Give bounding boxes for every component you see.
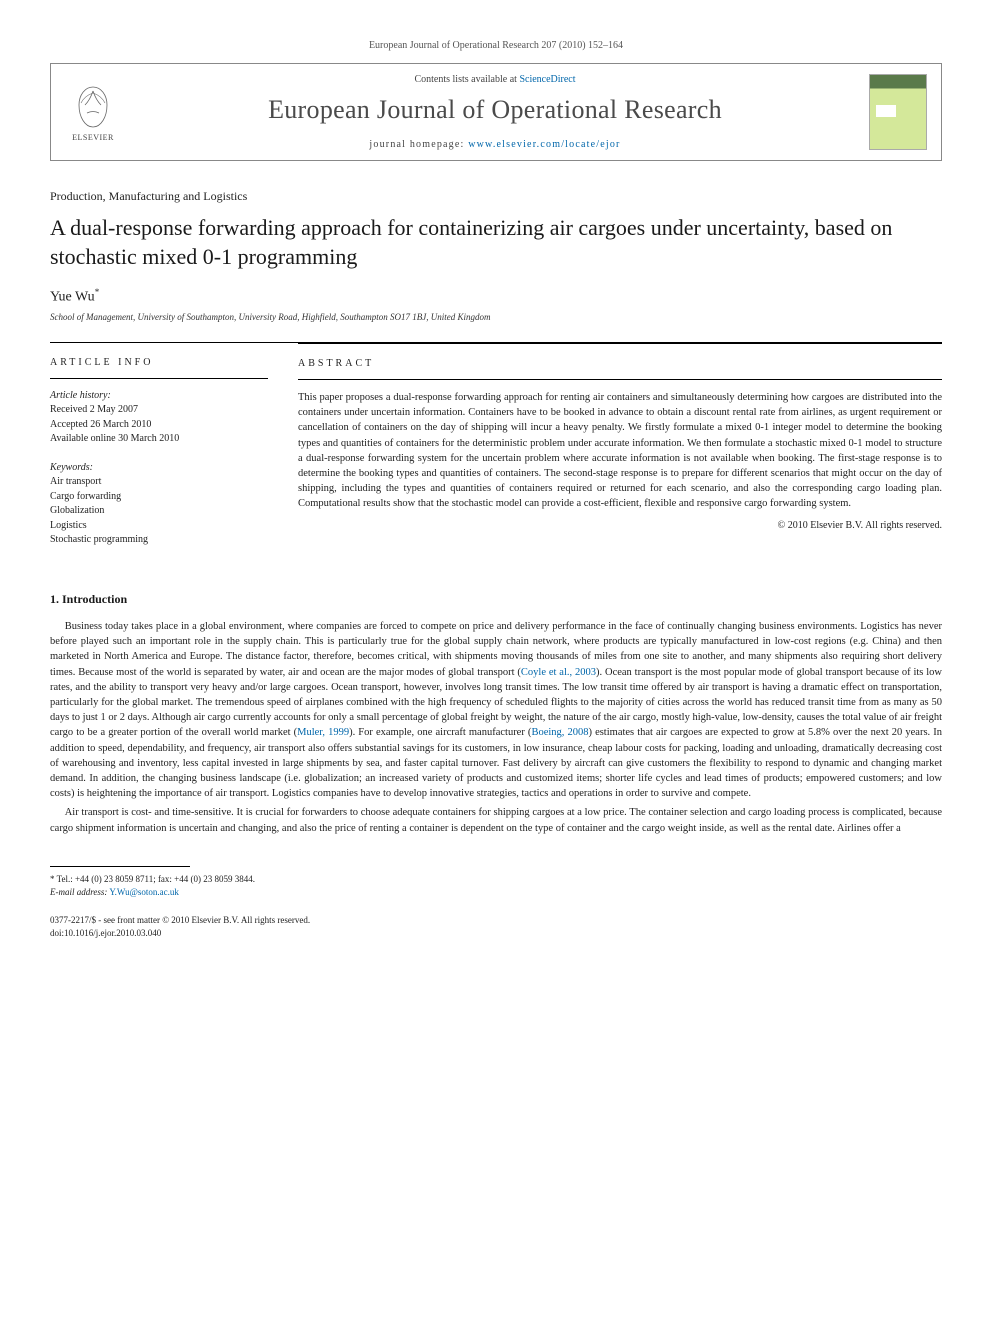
keyword: Logistics [50,519,268,534]
abstract-head: ABSTRACT [298,358,942,380]
footnote-tel: * Tel.: +44 (0) 23 8059 8711; fax: +44 (… [50,873,942,886]
journal-cover-thumbnail [869,74,927,150]
footnote-email-link[interactable]: Y.Wu@soton.ac.uk [109,887,179,897]
article-title: A dual-response forwarding approach for … [50,214,942,271]
body-paragraph-1: Business today takes place in a global e… [50,619,942,802]
author-name: Yue Wu* [50,287,942,306]
keyword: Cargo forwarding [50,490,268,505]
journal-header-box: ELSEVIER Contents lists available at Sci… [50,63,942,161]
keywords-block: Keywords: Air transport Cargo forwarding… [50,461,268,548]
keyword: Air transport [50,475,268,490]
journal-header-center: Contents lists available at ScienceDirec… [121,74,869,150]
info-abstract-row: ARTICLE INFO Article history: Received 2… [50,342,942,562]
citation-link[interactable]: Coyle et al., 2003 [521,667,596,678]
corresponding-author-footnote: * Tel.: +44 (0) 23 8059 8711; fax: +44 (… [50,873,942,898]
journal-title: European Journal of Operational Research [121,95,869,125]
doi-block: 0377-2217/$ - see front matter © 2010 El… [50,914,942,939]
contents-prefix: Contents lists available at [414,74,519,85]
keyword: Stochastic programming [50,533,268,548]
body-paragraph-2: Air transport is cost- and time-sensitiv… [50,805,942,835]
footnote-divider [50,866,190,867]
homepage-link[interactable]: www.elsevier.com/locate/ejor [468,139,620,150]
history-label: Article history: [50,389,268,404]
elsevier-logo: ELSEVIER [65,79,121,145]
footnote-email-label: E-mail address: [50,887,107,897]
abstract-text: This paper proposes a dual-response forw… [298,390,942,512]
journal-homepage-line: journal homepage: www.elsevier.com/locat… [121,139,869,150]
keywords-list: Air transport Cargo forwarding Globaliza… [50,475,268,548]
abstract-copyright: © 2010 Elsevier B.V. All rights reserved… [298,520,942,531]
author-affiliation: School of Management, University of Sout… [50,312,942,322]
sciencedirect-link[interactable]: ScienceDirect [519,74,575,85]
article-category: Production, Manufacturing and Logistics [50,189,942,204]
citation-link[interactable]: Muler, 1999 [297,727,349,738]
author-text: Yue Wu [50,290,95,305]
contents-available-line: Contents lists available at ScienceDirec… [121,74,869,85]
section-1-head: 1. Introduction [50,592,942,607]
header-citation: European Journal of Operational Research… [50,40,942,51]
citation-link[interactable]: Boeing, 2008 [531,727,588,738]
abstract-column: ABSTRACT This paper proposes a dual-resp… [298,343,942,562]
keywords-label: Keywords: [50,461,268,476]
front-matter-line: 0377-2217/$ - see front matter © 2010 El… [50,914,942,927]
keyword: Globalization [50,504,268,519]
article-info-head: ARTICLE INFO [50,357,268,379]
history-online: Available online 30 March 2010 [50,432,268,447]
para1-text-c: ). For example, one aircraft manufacture… [349,727,531,738]
history-received: Received 2 May 2007 [50,403,268,418]
article-info-column: ARTICLE INFO Article history: Received 2… [50,357,268,562]
homepage-prefix: journal homepage: [369,139,468,150]
doi-line: doi:10.1016/j.ejor.2010.03.040 [50,927,942,940]
article-history-block: Article history: Received 2 May 2007 Acc… [50,389,268,447]
author-marker: * [95,287,100,297]
publisher-name: ELSEVIER [72,133,114,142]
history-accepted: Accepted 26 March 2010 [50,418,268,433]
